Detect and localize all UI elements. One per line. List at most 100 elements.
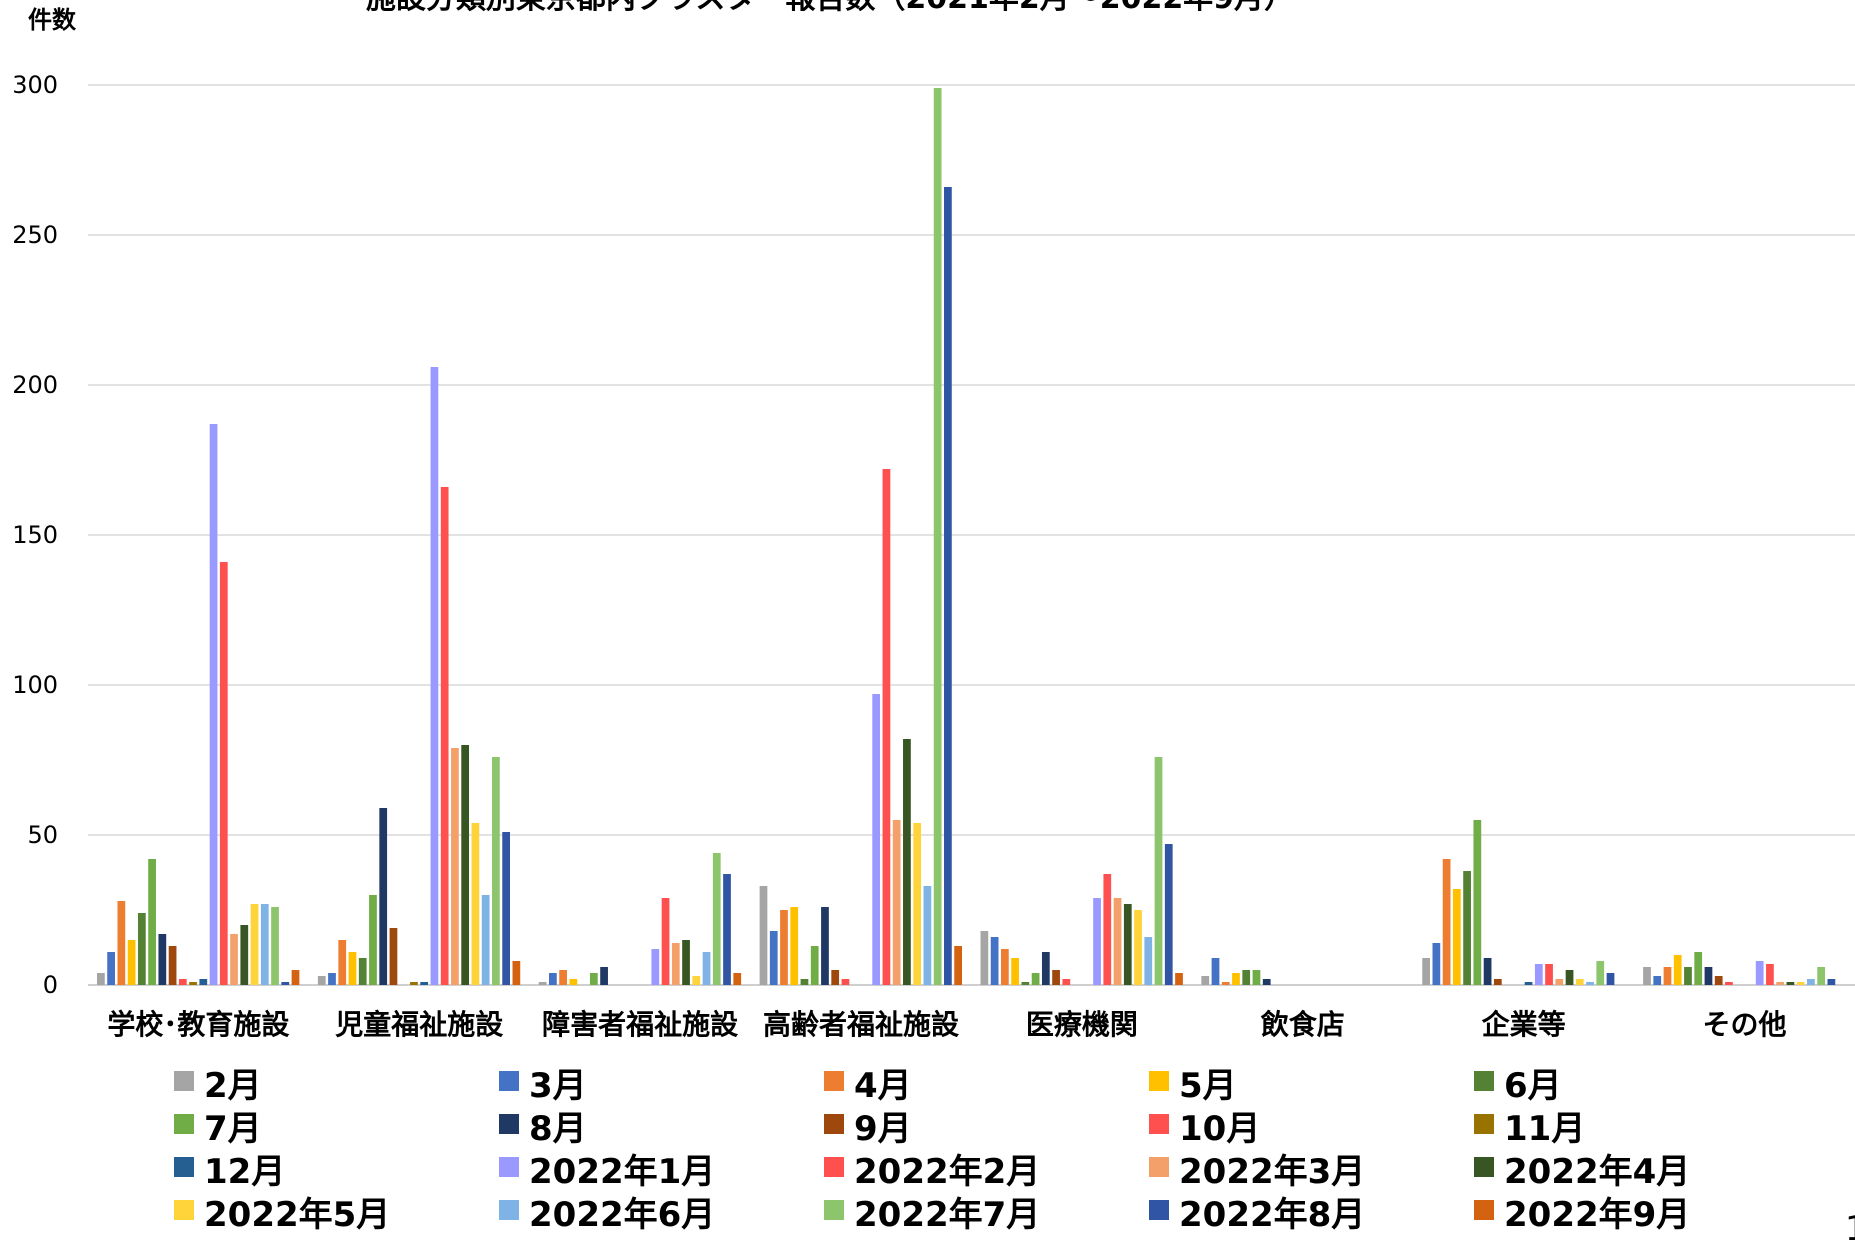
bar <box>1807 979 1815 985</box>
bar <box>692 976 701 985</box>
bar <box>903 739 911 985</box>
legend-item: 2022年6月 <box>499 1195 715 1235</box>
legend-item: 7月 <box>174 1109 262 1149</box>
bar <box>178 979 187 985</box>
bar <box>1154 757 1163 985</box>
bar <box>1011 958 1019 985</box>
bar <box>250 904 259 985</box>
bar <box>97 973 105 985</box>
bar <box>512 961 521 985</box>
bar <box>328 973 336 985</box>
legend-item: 2022年3月 <box>1149 1152 1365 1192</box>
bar <box>209 424 218 985</box>
legend-label: 2022年2月 <box>854 1152 1040 1192</box>
bar <box>1242 970 1251 985</box>
bar <box>240 925 249 985</box>
bar <box>1442 859 1451 985</box>
bar <box>440 487 449 985</box>
legend-swatch <box>1474 1157 1494 1177</box>
bar <box>954 946 962 985</box>
legend-item: 2022年4月 <box>1474 1152 1690 1192</box>
bars <box>97 88 1836 985</box>
bar <box>271 907 279 985</box>
bar <box>1103 874 1112 985</box>
bar <box>260 904 269 985</box>
legend-label: 2022年8月 <box>1179 1195 1365 1235</box>
bar <box>559 970 567 985</box>
legend-item: 9月 <box>824 1109 912 1149</box>
bar <box>219 562 228 985</box>
legend-swatch <box>824 1114 844 1134</box>
legend-item: 4月 <box>824 1066 912 1106</box>
legend-swatch <box>824 1157 844 1177</box>
bar <box>481 895 490 985</box>
bar <box>913 823 922 985</box>
legend-label: 2022年4月 <box>1504 1152 1690 1192</box>
bar <box>1483 958 1492 985</box>
bar <box>471 823 480 985</box>
bar <box>1684 967 1692 985</box>
legend-swatch <box>174 1200 194 1220</box>
bar <box>1031 973 1040 985</box>
legend-label: 9月 <box>854 1109 912 1149</box>
bar <box>338 940 347 985</box>
legend-item: 10月 <box>1149 1109 1260 1149</box>
bar <box>358 958 367 985</box>
bar <box>1041 952 1050 985</box>
bar <box>1144 937 1153 985</box>
bar <box>107 952 115 985</box>
bar <box>1052 970 1060 985</box>
legend-label: 3月 <box>529 1066 587 1106</box>
legend-swatch <box>499 1200 519 1220</box>
bar <box>127 940 136 985</box>
legend-swatch <box>499 1114 519 1134</box>
legend-swatch <box>1149 1200 1169 1220</box>
bar <box>291 970 300 985</box>
bar <box>661 898 670 985</box>
bar <box>1493 979 1502 985</box>
bar <box>1164 844 1173 985</box>
bar <box>199 979 208 985</box>
bar <box>990 937 999 985</box>
bar <box>1524 982 1533 985</box>
y-tick-label: 300 <box>12 71 58 99</box>
bar <box>933 88 942 985</box>
legend-item: 5月 <box>1149 1066 1237 1106</box>
bar <box>1786 982 1795 985</box>
legend-swatch <box>824 1071 844 1091</box>
gridlines <box>88 84 1855 986</box>
bar <box>600 967 608 985</box>
bar <box>872 694 881 985</box>
y-tick-label: 100 <box>12 671 58 699</box>
legend-label: 2022年7月 <box>854 1195 1040 1235</box>
bar <box>790 907 799 985</box>
bar <box>148 859 156 985</box>
bar <box>1575 979 1584 985</box>
bar <box>1000 949 1009 985</box>
bar <box>780 910 788 985</box>
legend-label: 2022年5月 <box>204 1195 390 1235</box>
bar <box>168 946 177 985</box>
bar <box>831 970 840 985</box>
bar <box>1062 979 1071 985</box>
bar <box>1093 898 1101 985</box>
bar <box>1201 976 1210 985</box>
bar <box>502 832 511 985</box>
bar <box>1555 979 1564 985</box>
bar <box>451 748 459 985</box>
bar <box>189 982 197 985</box>
bar <box>538 982 547 985</box>
bar <box>1694 952 1703 985</box>
bar <box>281 982 290 985</box>
y-tick-label: 200 <box>12 371 58 399</box>
x-axis-categories: 学校･教育施設 児童福祉施設 障害者福祉施設 高齢者福祉施設 医療機関 飲食店 企業等 その他 <box>107 1008 1786 1041</box>
bar <box>420 982 429 985</box>
bar <box>980 931 989 985</box>
bar <box>569 979 578 985</box>
bar <box>733 973 742 985</box>
legend-item: 2022年7月 <box>824 1195 1040 1235</box>
bar <box>1452 889 1461 985</box>
bar <box>682 940 690 985</box>
bar <box>1545 964 1553 985</box>
